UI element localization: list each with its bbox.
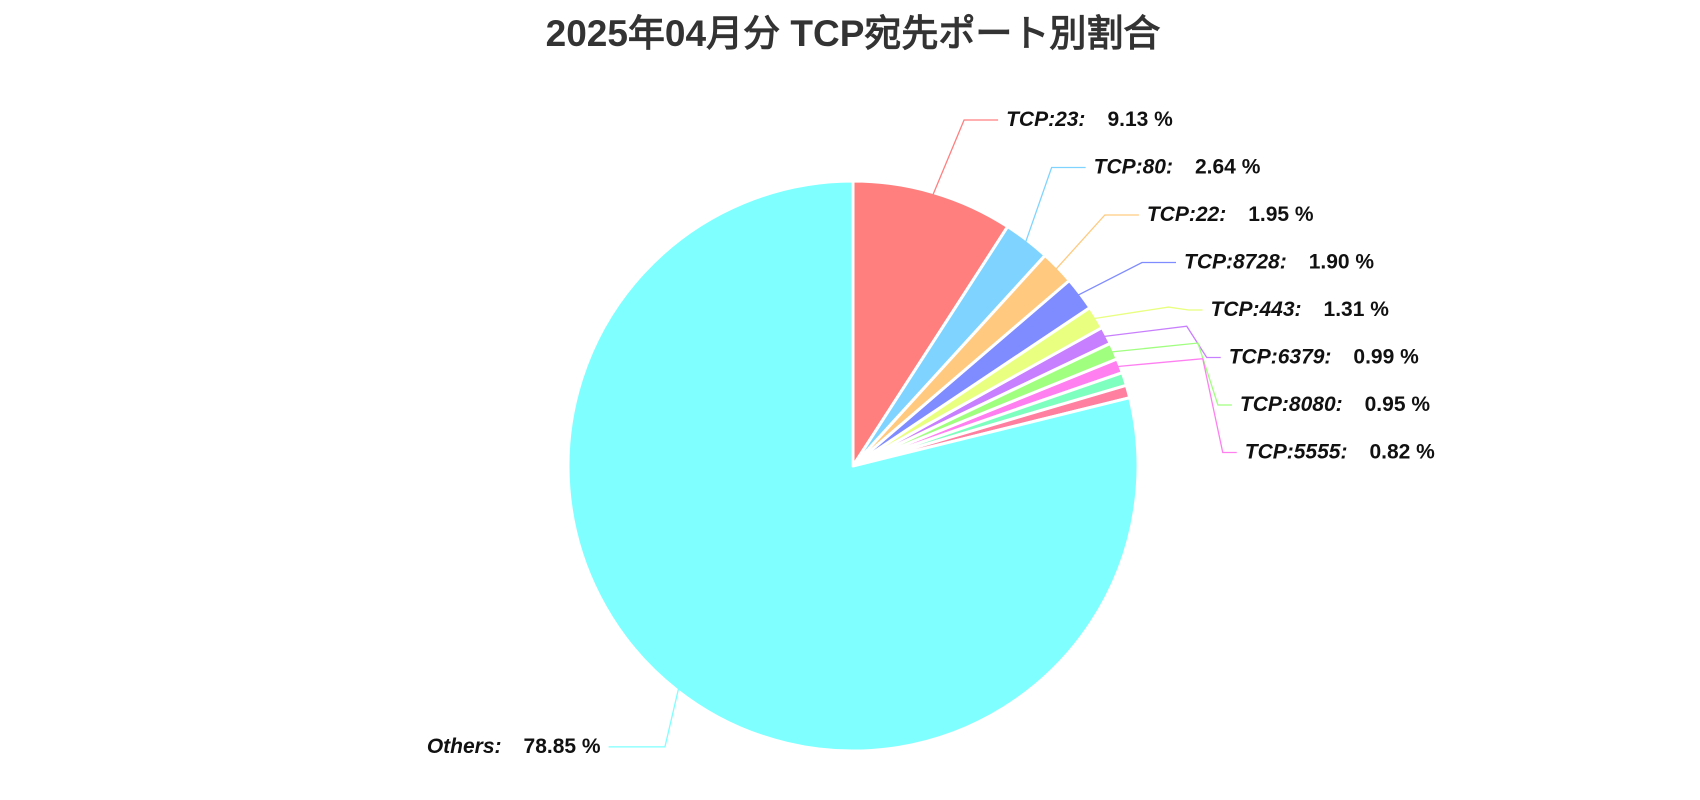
leader-line — [1025, 166, 1086, 243]
slice-label: Others: 78.85 % — [427, 734, 601, 757]
leader-line — [1094, 306, 1203, 320]
slice-value: 1.95 % — [1248, 203, 1314, 226]
slice-value: 1.90 % — [1309, 250, 1375, 273]
slice-name: TCP:8728: — [1184, 250, 1287, 273]
slice-value: 0.82 % — [1369, 440, 1435, 463]
slice-label: TCP:22: 1.95 % — [1147, 203, 1314, 226]
slice-value: 9.13 % — [1107, 108, 1173, 131]
pie-slice — [566, 179, 1140, 753]
slice-label: TCP:6379: 0.99 % — [1229, 345, 1419, 368]
slice-value: 0.99 % — [1353, 345, 1419, 368]
slice-value: 1.31 % — [1324, 298, 1390, 321]
slice-label: TCP:5555: 0.82 % — [1245, 440, 1435, 463]
chart-title: 2025年04月分 TCP宛先ポート別割合 — [546, 13, 1161, 54]
leader-line — [1104, 325, 1221, 359]
leader-line — [608, 688, 680, 748]
slice-label: TCP:443: 1.31 % — [1211, 298, 1390, 321]
leader-line — [1111, 342, 1232, 406]
slice-value: 2.64 % — [1195, 155, 1261, 178]
leader-line — [1078, 261, 1177, 296]
slice-name: TCP:23: — [1006, 108, 1085, 131]
slice-name: TCP:80: — [1094, 155, 1173, 178]
slice-value: 0.95 % — [1365, 393, 1431, 416]
leader-line — [932, 119, 999, 195]
slice-label: TCP:8728: 1.90 % — [1184, 250, 1374, 273]
slice-name: TCP:443: — [1211, 298, 1302, 321]
slice-name: TCP:22: — [1147, 203, 1226, 226]
slice-label: TCP:23: 9.13 % — [1006, 108, 1173, 131]
slice-name: TCP:5555: — [1245, 440, 1348, 463]
slice-label: TCP:8080: 0.95 % — [1240, 393, 1430, 416]
slice-name: Others: — [427, 734, 502, 757]
slice-name: TCP:6379: — [1229, 345, 1332, 368]
slice-label: TCP:80: 2.64 % — [1094, 155, 1261, 178]
leader-line — [1055, 214, 1139, 270]
leader-line — [1117, 358, 1237, 454]
slice-value: 78.85 % — [524, 734, 601, 757]
slice-name: TCP:8080: — [1240, 393, 1343, 416]
